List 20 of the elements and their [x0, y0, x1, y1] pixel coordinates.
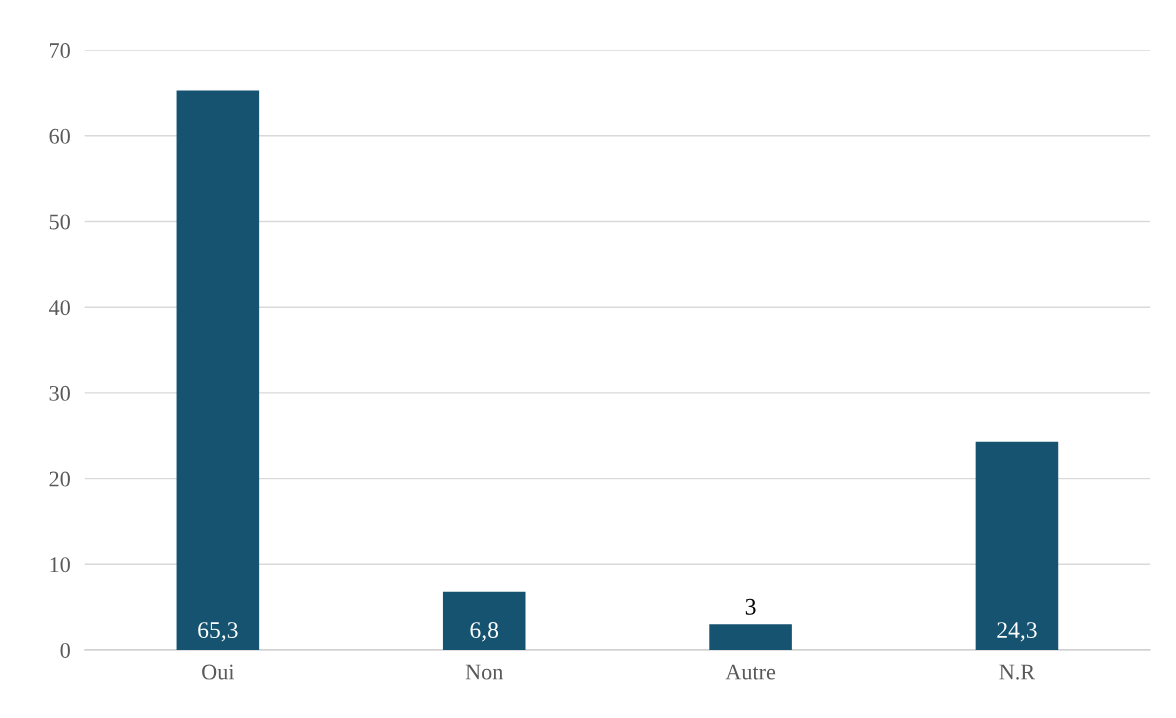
- data-label: 6,8: [470, 622, 499, 642]
- y-tick-label: 70: [50, 43, 70, 59]
- x-tick-label: Autre: [725, 664, 776, 680]
- y-tick-label: 20: [49, 471, 70, 487]
- x-tick-label: Non: [465, 664, 504, 680]
- y-tick-label: 0: [60, 642, 70, 658]
- bar: [709, 624, 792, 651]
- data-label: 24,3: [997, 622, 1037, 642]
- y-tick-label: 50: [49, 214, 70, 230]
- y-tick-label: 40: [48, 300, 70, 316]
- y-tick-label: 10: [50, 557, 70, 573]
- x-tick-label: Oui: [202, 664, 235, 680]
- x-tick-label: N.R: [999, 664, 1036, 680]
- bar: [975, 441, 1059, 651]
- bar: [176, 90, 260, 651]
- y-tick-label: 30: [49, 385, 70, 401]
- y-tick-label: 60: [49, 128, 70, 144]
- data-label: 65,3: [198, 622, 238, 642]
- bar: [442, 591, 526, 651]
- data-label: 3: [745, 598, 756, 615]
